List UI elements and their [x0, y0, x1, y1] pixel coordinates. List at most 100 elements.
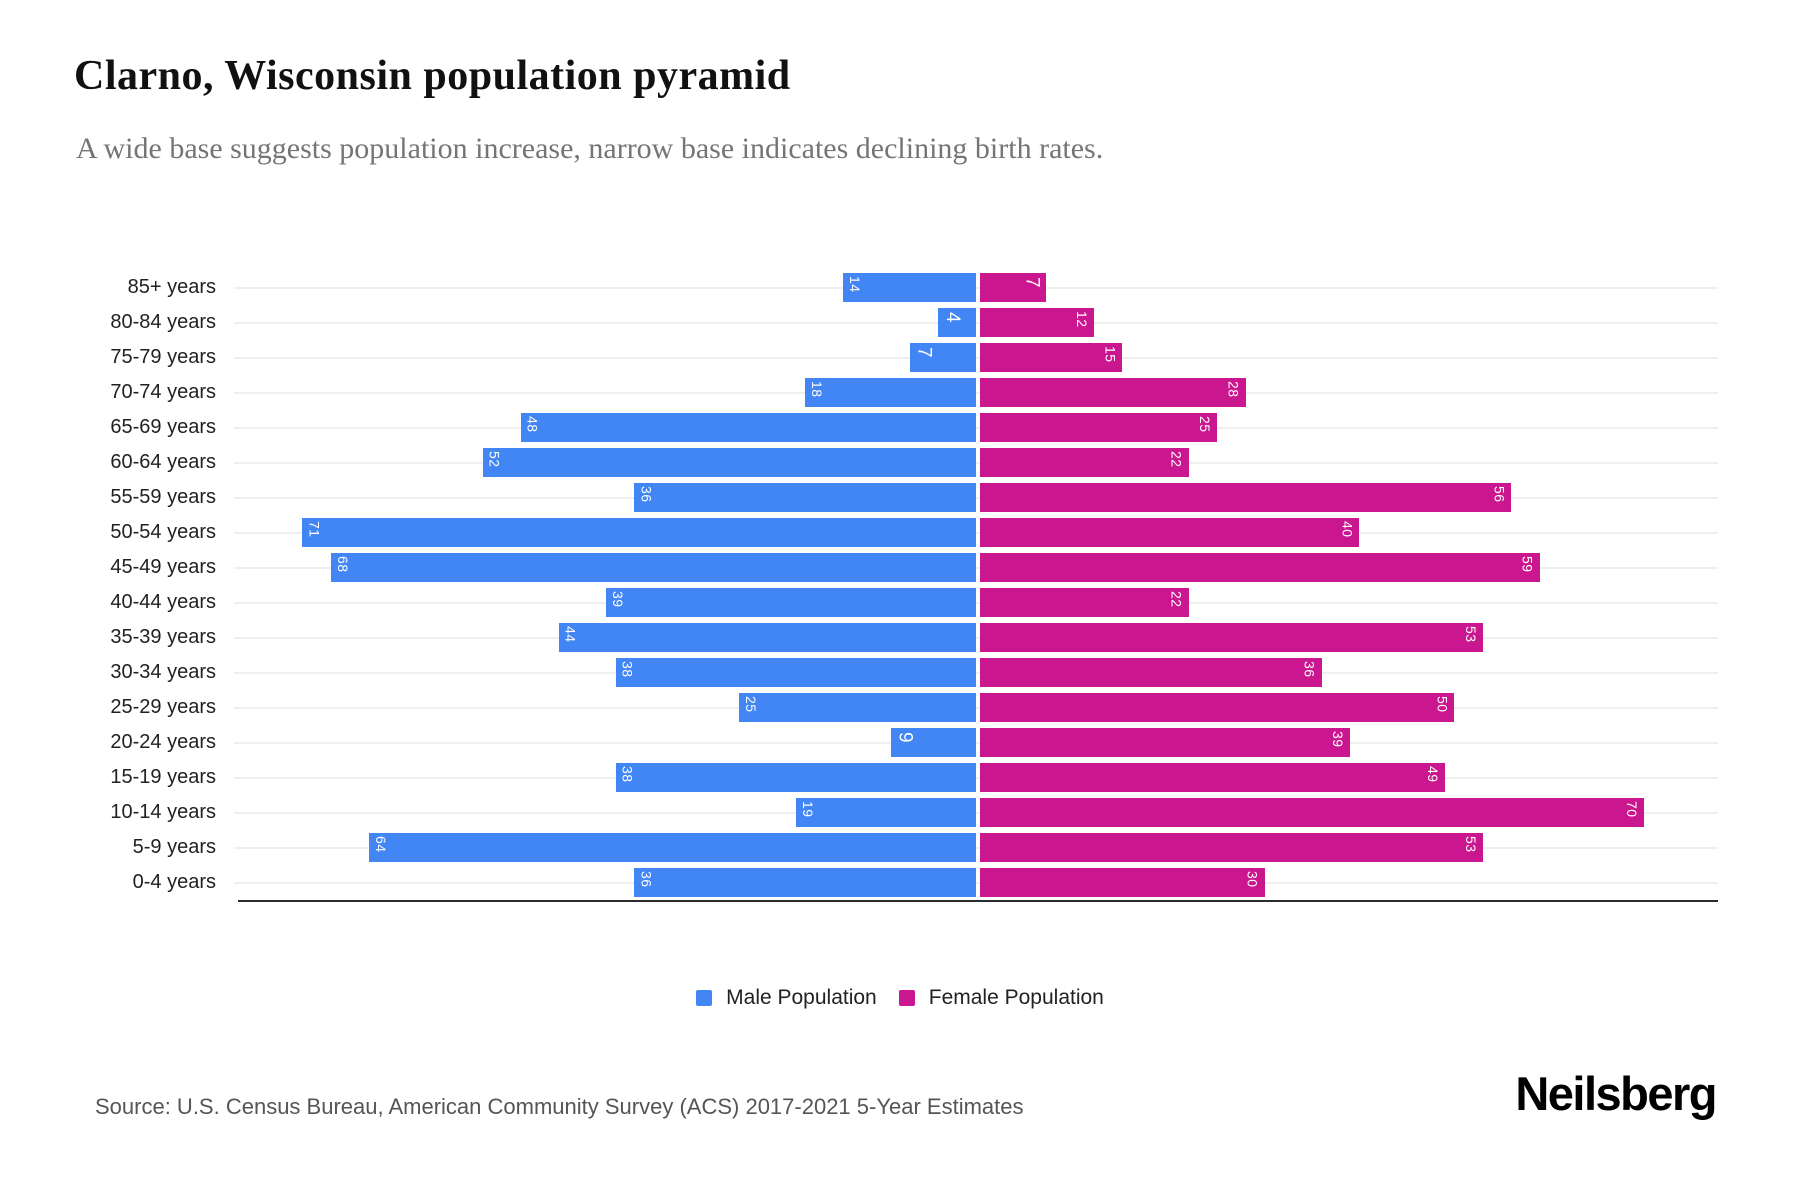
male-bar[interactable]: 48 [520, 413, 976, 442]
pyramid-row: 85+ years 14 7 [78, 270, 1718, 305]
age-group-label: 5-9 years [132, 836, 216, 858]
male-bar[interactable]: 71 [302, 518, 976, 547]
age-group-label: 15-19 years [110, 766, 216, 788]
female-swatch-icon [898, 990, 915, 1006]
male-bar[interactable]: 18 [805, 378, 976, 407]
male-bar-value: 68 [334, 556, 351, 573]
male-bar-value: 36 [638, 486, 655, 503]
pyramid-row: 75-79 years 7 15 [78, 340, 1718, 375]
male-bar[interactable]: 68 [330, 553, 976, 582]
male-bar[interactable]: 64 [368, 833, 976, 862]
age-group-label: 20-24 years [110, 731, 216, 753]
male-bar-value: 25 [742, 696, 759, 713]
female-bar[interactable]: 70 [980, 798, 1645, 827]
male-bar[interactable]: 9 [890, 728, 976, 757]
female-bar-value: 59 [1519, 556, 1536, 573]
age-group-label: 10-14 years [110, 801, 216, 823]
female-bar-value: 53 [1462, 626, 1479, 643]
row-plot-area: 48 25 [234, 410, 1718, 445]
male-bar[interactable]: 36 [634, 483, 976, 512]
female-bar[interactable]: 53 [980, 833, 1483, 862]
age-group-label: 45-49 years [110, 556, 216, 578]
pyramid-row: 30-34 years 38 36 [78, 655, 1718, 690]
male-bar-value: 4 [942, 312, 964, 324]
gridline [234, 461, 1718, 464]
age-group-label: 85+ years [127, 276, 216, 298]
female-bar-value: 40 [1339, 521, 1356, 538]
pyramid-row: 55-59 years 36 56 [78, 480, 1718, 515]
age-group-label: 65-69 years [110, 416, 216, 438]
row-plot-area: 71 40 [234, 515, 1718, 550]
neilsberg-logo: Neilsberg [1515, 1067, 1717, 1120]
x-axis-line [238, 900, 1718, 902]
male-bar[interactable]: 4 [938, 308, 976, 337]
legend: Male Population Female Population [0, 986, 1800, 1010]
male-bar[interactable]: 25 [738, 693, 976, 722]
female-bar[interactable]: 36 [980, 658, 1322, 687]
male-bar[interactable]: 44 [558, 623, 976, 652]
male-bar-value: 7 [913, 347, 935, 359]
female-bar-value: 22 [1168, 451, 1185, 468]
female-bar-value: 28 [1225, 381, 1242, 398]
female-bar[interactable]: 7 [980, 273, 1047, 302]
male-bar-value: 48 [524, 416, 541, 433]
row-plot-area: 25 50 [234, 690, 1718, 725]
female-bar-value: 49 [1424, 766, 1441, 783]
page-title: Clarno, Wisconsin population pyramid [74, 53, 791, 99]
row-plot-area: 64 53 [234, 830, 1718, 865]
age-group-label: 50-54 years [110, 521, 216, 543]
female-bar[interactable]: 49 [980, 763, 1445, 792]
male-bar[interactable]: 14 [843, 273, 976, 302]
male-bar-value: 36 [638, 871, 655, 888]
male-swatch-icon [696, 990, 713, 1006]
row-plot-area: 14 7 [234, 270, 1718, 305]
row-plot-area: 36 56 [234, 480, 1718, 515]
female-bar[interactable]: 25 [980, 413, 1218, 442]
female-bar[interactable]: 22 [980, 448, 1189, 477]
row-plot-area: 36 30 [234, 865, 1718, 900]
female-bar-value: 70 [1624, 801, 1641, 818]
male-bar-value: 64 [372, 836, 389, 853]
gridline [234, 496, 1718, 499]
female-bar[interactable]: 22 [980, 588, 1189, 617]
female-bar-value: 7 [1021, 277, 1043, 289]
male-bar[interactable]: 52 [482, 448, 976, 477]
female-bar[interactable]: 28 [980, 378, 1246, 407]
female-bar[interactable]: 56 [980, 483, 1512, 512]
male-bar-value: 9 [894, 732, 916, 744]
male-bar-value: 38 [619, 766, 636, 783]
male-bar-value: 44 [562, 626, 579, 643]
male-bar[interactable]: 39 [606, 588, 976, 617]
row-plot-area: 38 49 [234, 760, 1718, 795]
female-bar[interactable]: 12 [980, 308, 1094, 337]
row-plot-area: 44 53 [234, 620, 1718, 655]
male-bar[interactable]: 38 [615, 658, 976, 687]
female-bar[interactable]: 59 [980, 553, 1540, 582]
male-bar[interactable]: 38 [615, 763, 976, 792]
female-bar[interactable]: 53 [980, 623, 1483, 652]
female-bar-value: 50 [1434, 696, 1451, 713]
male-bar[interactable]: 19 [795, 798, 976, 827]
male-bar[interactable]: 7 [909, 343, 976, 372]
pyramid-row: 25-29 years 25 50 [78, 690, 1718, 725]
female-bar-value: 56 [1491, 486, 1508, 503]
age-group-label: 80-84 years [110, 311, 216, 333]
pyramid-row: 35-39 years 44 53 [78, 620, 1718, 655]
pyramid-row: 65-69 years 48 25 [78, 410, 1718, 445]
gridline [234, 531, 1718, 534]
female-bar[interactable]: 50 [980, 693, 1455, 722]
female-bar[interactable]: 15 [980, 343, 1123, 372]
male-bar-value: 19 [799, 801, 816, 818]
female-bar[interactable]: 39 [980, 728, 1350, 757]
female-bar[interactable]: 30 [980, 868, 1265, 897]
gridline [234, 776, 1718, 779]
male-bar-value: 52 [486, 451, 503, 468]
gridline [234, 356, 1718, 359]
pyramid-row: 0-4 years 36 30 [78, 865, 1718, 900]
female-bar-value: 30 [1244, 871, 1261, 888]
gridline [234, 846, 1718, 849]
pyramid-row: 70-74 years 18 28 [78, 375, 1718, 410]
male-bar[interactable]: 36 [634, 868, 976, 897]
female-bar[interactable]: 40 [980, 518, 1360, 547]
legend-item-male: Male Population [696, 986, 877, 1010]
